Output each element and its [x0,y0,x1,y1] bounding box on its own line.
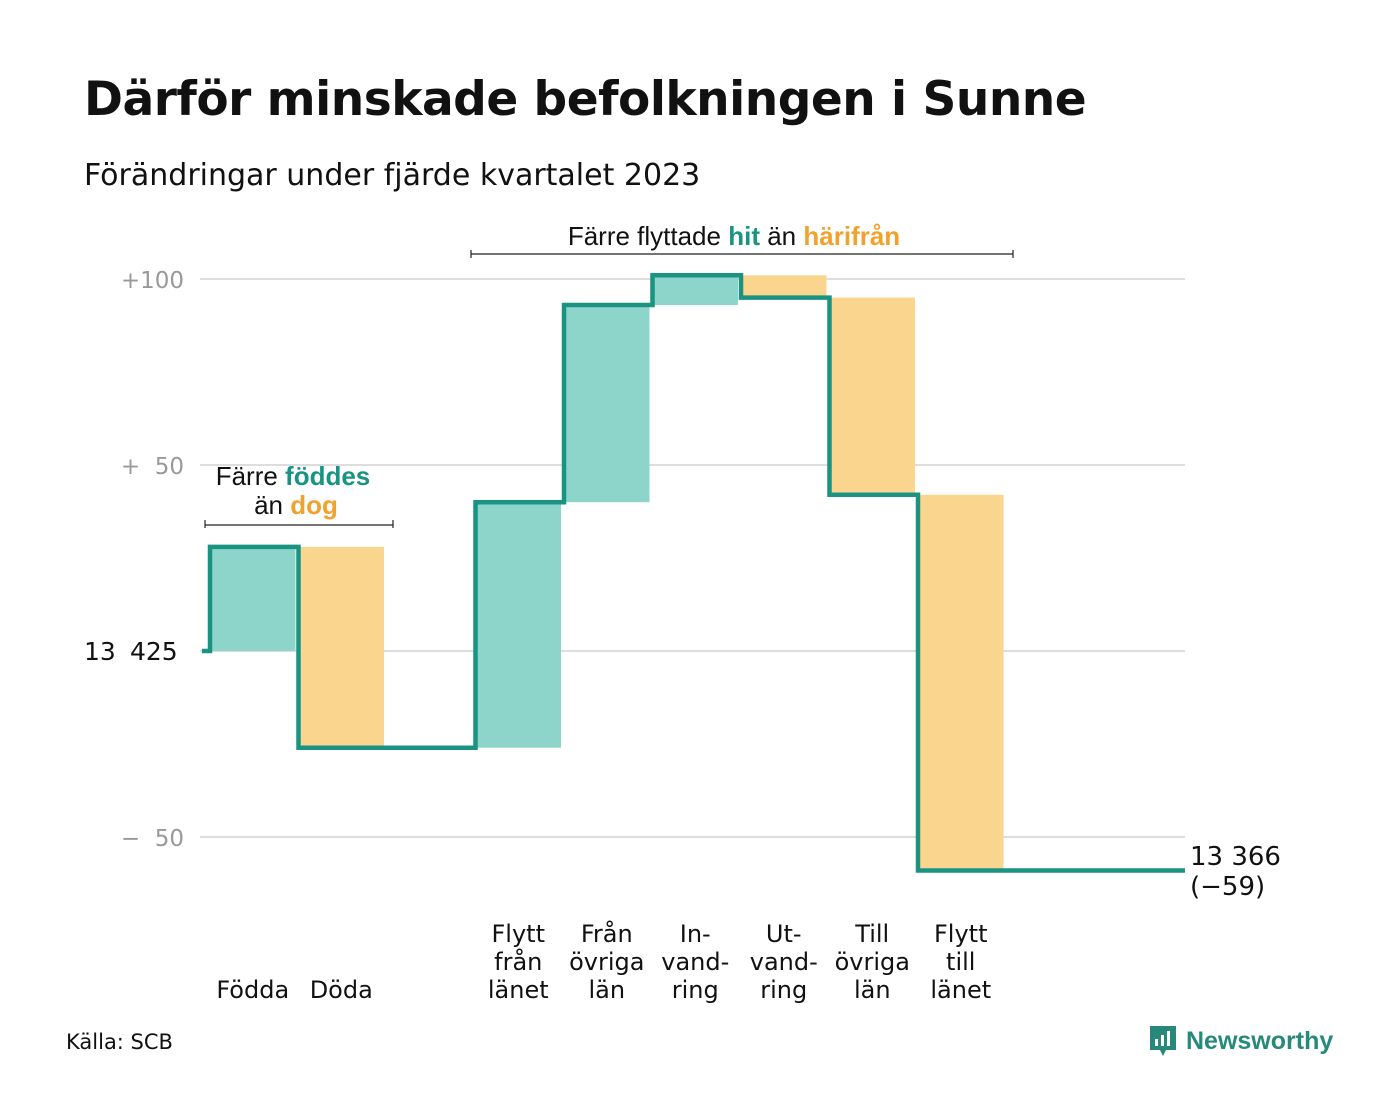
chart-subtitle: Förändringar under fjärde kvartalet 2023 [84,158,701,193]
y-tick-label: +100 [121,268,184,294]
category-label: Till [854,920,889,948]
category-label: länet [930,976,991,1004]
annotation-text-part: föddes [285,461,370,491]
y-tick-label: + 50 [121,454,184,480]
decrease-bar [741,275,827,298]
category-label: In- [680,920,711,948]
increase-bar [475,502,561,748]
category-label: vand- [750,948,818,976]
increase-bar [210,546,296,651]
category-label: övriga [569,948,644,976]
source-label: Källa: SCB [66,1030,173,1054]
category-label: till [946,948,975,976]
decrease-bar [298,546,384,748]
category-label: län [854,976,891,1004]
category-label: övriga [835,948,910,976]
category-label: Flytt [492,920,546,948]
annotation-text-part: än [254,490,290,520]
annotation-text-part: dog [290,490,338,520]
chart-title: Därför minskade befolkningen i Sunne [84,72,1087,127]
cumulative-step-line [202,273,1185,873]
category-label: Flytt [934,920,988,948]
increase-bar [564,305,650,503]
brand-name: Newsworthy [1186,1026,1334,1055]
end-value-label: 13 366 [1190,842,1281,872]
baseline-label-part: 13 [84,637,116,666]
migration-annotation-bracket [470,250,1014,258]
category-label: Från [581,919,633,948]
category-label: Ut- [766,920,802,948]
category-label: Födda [216,976,289,1004]
newsworthy-logo-icon [1150,1026,1176,1056]
brand-logo: Newsworthy [1148,1024,1333,1058]
decrease-bar [918,494,1004,871]
annotation-text-part: hit [728,221,760,251]
decrease-bar [829,297,915,495]
category-label: från [494,947,542,976]
annotation-text-part: härifrån [803,221,900,251]
category-label: Döda [310,976,373,1004]
migration-annotation: Färre flyttade hit än härifrån [568,221,900,251]
category-label: ring [672,976,719,1004]
annotation-text-part: än [760,221,803,251]
y-tick-label: − 50 [121,826,184,852]
category-label: vand- [661,948,729,976]
category-label: län [588,976,625,1004]
end-change-label: (−59) [1190,872,1265,902]
increase-bar [652,275,738,306]
category-label: länet [488,976,549,1004]
births-annotation-bracket [204,520,394,528]
births-annotation: än dog [254,490,338,520]
baseline-label-part: 425 [130,637,178,666]
births-annotation: Färre föddes [216,461,371,491]
category-label: ring [760,976,807,1004]
annotation-text-part: Färre [216,461,285,491]
annotation-text-part: Färre flyttade [568,221,728,251]
